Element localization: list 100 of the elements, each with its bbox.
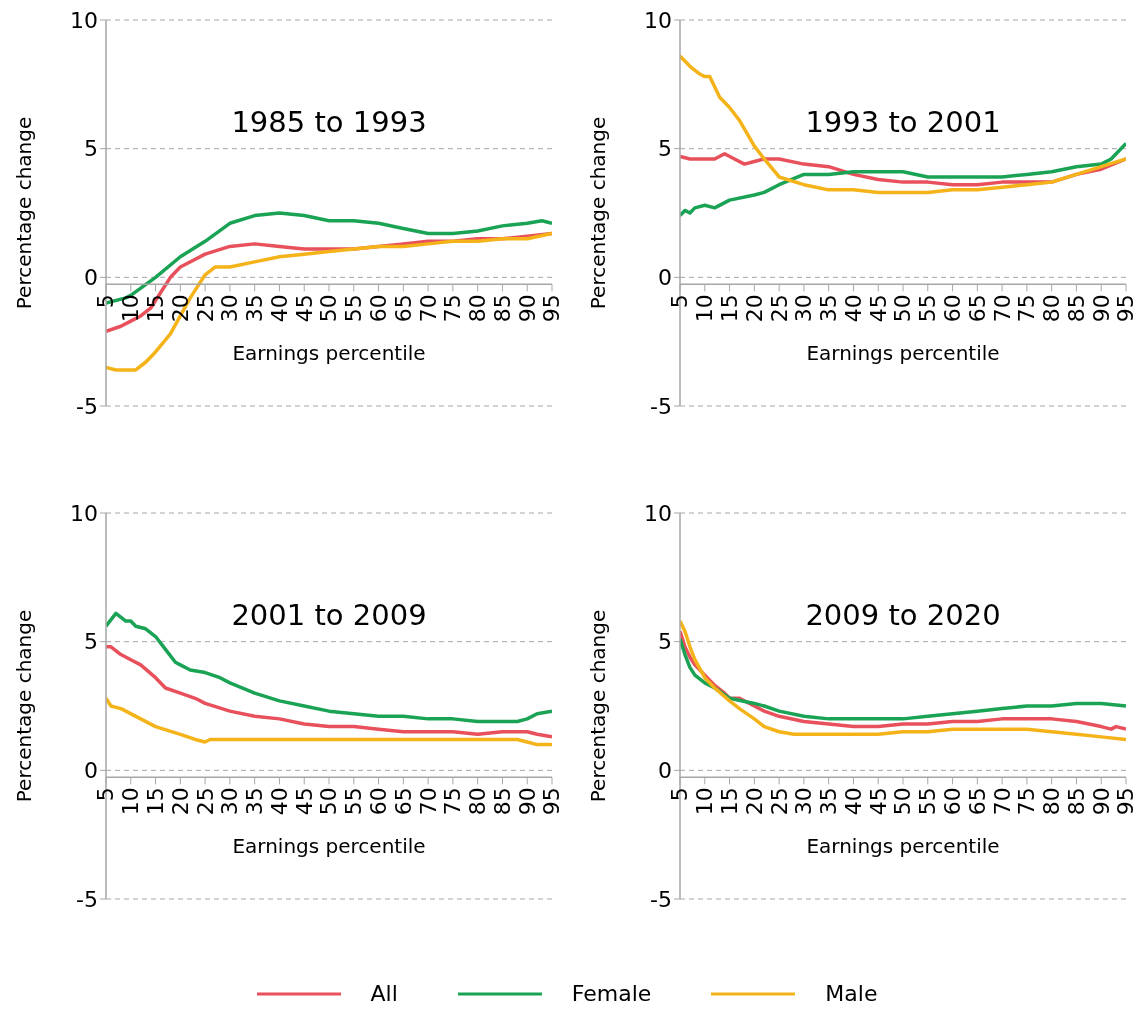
x-tick-label: 55 [915,787,941,816]
x-tick-label: 90 [1088,294,1114,323]
x-tick-label: 90 [514,294,540,323]
x-tick-label: 40 [266,787,292,816]
x-tick-label: 60 [366,787,392,816]
y-axis-title: Percentage change [586,116,610,310]
x-tick-label: 20 [741,787,767,816]
y-tick-label: -5 [650,886,672,912]
x-tick-label: 25 [766,787,792,816]
x-tick-label: 25 [192,294,218,323]
x-tick-label: 85 [489,787,515,816]
x-tick-label: 90 [514,787,540,816]
x-tick-label: 35 [816,294,842,323]
x-tick-label: 10 [692,294,718,323]
x-tick-label: 20 [741,294,767,323]
y-tick-label: 10 [70,7,98,33]
x-axis-title: Earnings percentile [231,341,427,366]
y-tick-label: 5 [658,629,672,655]
x-tick-label: 20 [167,787,193,816]
y-tick-label: 5 [84,629,98,655]
text: 2009 to 2020 [804,597,1002,632]
x-tick-label: 50 [316,787,342,816]
y-tick-label: 5 [84,136,98,162]
x-tick-label: 40 [840,787,866,816]
legend-label: Female [571,981,652,1006]
x-tick-label: 55 [915,294,941,323]
legend-label: Male [825,981,878,1006]
x-tick-label: 35 [242,294,268,323]
x-tick-label: 25 [766,294,792,323]
x-tick-label: 25 [192,787,218,816]
x-tick-label: 30 [791,787,817,816]
x-tick-label: 15 [143,787,169,816]
y-tick-label: 5 [658,136,672,162]
x-axis-title: Earnings percentile [231,834,427,859]
x-tick-label: 65 [964,294,990,323]
x-axis-title: Earnings percentile [805,834,1001,859]
x-tick-label: 50 [316,294,342,323]
x-tick-label: 75 [440,294,466,323]
x-tick-label: 60 [940,787,966,816]
x-tick-label: 20 [167,294,193,323]
x-tick-label: 35 [816,787,842,816]
y-tick-label: 0 [658,265,672,291]
line-series [680,54,1126,195]
y-axis-title: Percentage change [586,609,610,803]
x-tick-label: 40 [266,294,292,323]
x-tick-label: 80 [1039,294,1065,323]
x-tick-label: 75 [1014,787,1040,816]
line-series [680,637,1126,721]
x-tick-label: 95 [539,787,565,816]
line-series [106,696,552,747]
x-tick-label: 45 [291,787,317,816]
y-tick-label: 10 [644,7,672,33]
x-tick-label: 45 [865,294,891,323]
y-axis-title: Percentage change [12,609,36,803]
x-tick-label: 90 [1088,787,1114,816]
x-tick-label: 85 [1063,787,1089,816]
y-axis-title: Percentage change [12,116,36,310]
x-tick-label: 30 [791,294,817,323]
x-tick-label: 95 [539,294,565,323]
x-tick-label: 65 [964,787,990,816]
y-tick-label: -5 [76,393,98,419]
text: 2001 to 2009 [230,597,428,632]
x-tick-label: 75 [1014,294,1040,323]
y-tick-label: 0 [84,265,98,291]
x-tick-label: 45 [291,294,317,323]
x-tick-label: 75 [440,787,466,816]
y-tick-label: 0 [84,758,98,784]
legend-label: All [370,981,398,1006]
x-tick-label: 15 [143,294,169,323]
x-tick-label: 80 [465,294,491,323]
y-tick-label: 10 [70,500,98,526]
x-axis-title: Earnings percentile [805,341,1001,366]
x-tick-label: 35 [242,787,268,816]
x-tick-label: 70 [415,294,441,323]
x-tick-label: 95 [1113,294,1134,323]
x-tick-label: 10 [692,787,718,816]
x-tick-label: 70 [989,787,1015,816]
x-tick-label: 80 [1039,787,1065,816]
x-tick-label: 60 [366,294,392,323]
x-tick-label: 50 [890,294,916,323]
x-tick-label: 40 [840,294,866,323]
x-tick-label: 50 [890,787,916,816]
x-tick-label: 10 [118,294,144,323]
y-tick-label: 10 [644,500,672,526]
x-tick-label: 95 [1113,787,1134,816]
x-tick-label: 55 [341,294,367,323]
y-tick-label: 0 [658,758,672,784]
x-tick-label: 15 [717,294,743,323]
x-tick-label: 55 [341,787,367,816]
line-series [106,645,552,739]
y-tick-label: -5 [76,886,98,912]
text: 1993 to 2001 [804,104,1002,139]
x-tick-label: 65 [390,294,416,323]
x-tick-label: 10 [118,787,144,816]
x-tick-label: 80 [465,787,491,816]
x-tick-label: 70 [415,787,441,816]
x-tick-label: 65 [390,787,416,816]
y-tick-label: -5 [650,393,672,419]
x-tick-label: 70 [989,294,1015,323]
x-tick-label: 30 [217,294,243,323]
